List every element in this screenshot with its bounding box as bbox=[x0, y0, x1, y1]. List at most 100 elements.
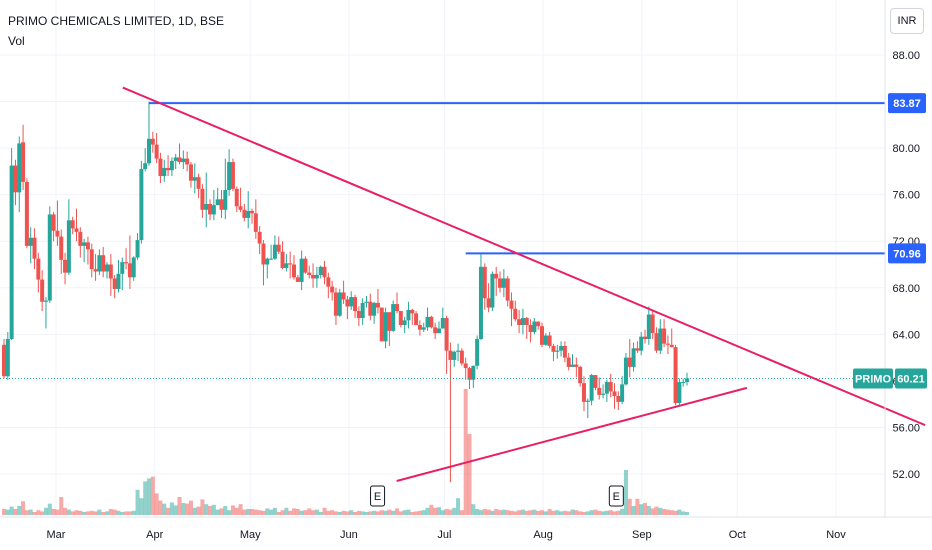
candle bbox=[490, 271, 495, 312]
candle bbox=[192, 163, 197, 194]
currency-button[interactable]: INR bbox=[890, 8, 924, 34]
candle-body bbox=[105, 264, 110, 272]
candle-body bbox=[543, 335, 548, 345]
y-tick-label: 52.00 bbox=[892, 469, 920, 481]
candle-body bbox=[215, 199, 220, 206]
trendline bbox=[396, 386, 748, 482]
x-tick-label: Oct bbox=[729, 529, 746, 541]
candle-body bbox=[471, 365, 476, 380]
volume-bar bbox=[330, 510, 335, 515]
current-price-text: 60.21 bbox=[897, 373, 925, 385]
candle-body bbox=[410, 309, 415, 314]
candle-body bbox=[269, 258, 274, 260]
candle bbox=[295, 274, 300, 282]
volume-bar bbox=[509, 510, 514, 515]
candle bbox=[55, 200, 60, 246]
volume-bar bbox=[166, 507, 171, 515]
volume-bar bbox=[360, 511, 365, 515]
candle bbox=[498, 271, 503, 293]
y-tick-label: 56.00 bbox=[892, 422, 920, 434]
candle-body bbox=[459, 350, 464, 364]
candle-body bbox=[581, 383, 586, 402]
candle bbox=[601, 384, 606, 399]
candle bbox=[616, 391, 621, 410]
candle-body bbox=[238, 206, 243, 210]
candle-body bbox=[387, 312, 392, 331]
volume-bar bbox=[669, 510, 674, 515]
candle bbox=[417, 320, 422, 336]
candle bbox=[574, 357, 579, 378]
volume-bar bbox=[551, 510, 556, 515]
candle bbox=[540, 322, 545, 348]
candle-body bbox=[303, 258, 308, 273]
candle bbox=[421, 322, 426, 333]
candle-body bbox=[307, 272, 312, 275]
candle bbox=[188, 162, 193, 188]
candle bbox=[146, 101, 151, 166]
volume-bar bbox=[269, 509, 274, 515]
candle-body bbox=[623, 357, 628, 385]
candle-body bbox=[574, 364, 579, 367]
candle-body bbox=[291, 264, 296, 278]
candle-body bbox=[551, 345, 556, 352]
volume-bar bbox=[120, 512, 125, 515]
candle-body bbox=[353, 297, 358, 312]
volume-bar bbox=[353, 512, 358, 515]
candle bbox=[250, 208, 255, 224]
candle bbox=[505, 276, 510, 307]
candle-body bbox=[276, 244, 281, 252]
candle bbox=[551, 343, 556, 362]
earnings-marker-label: E bbox=[613, 491, 620, 503]
volume-bar bbox=[673, 510, 678, 515]
volume-bar bbox=[112, 509, 117, 515]
volume-bar bbox=[9, 506, 14, 515]
candle-body bbox=[70, 220, 75, 229]
candle bbox=[372, 301, 377, 324]
earnings-marker: E bbox=[370, 485, 386, 507]
candle-body bbox=[135, 240, 140, 258]
volume-bar bbox=[650, 508, 655, 515]
volume-bar bbox=[467, 434, 472, 515]
volume-bar bbox=[406, 509, 411, 515]
candle-body bbox=[59, 236, 64, 260]
candle bbox=[116, 259, 121, 293]
candle-body bbox=[230, 162, 235, 189]
candle bbox=[513, 300, 518, 322]
candle bbox=[620, 376, 625, 405]
volume-bar bbox=[150, 476, 155, 515]
candle-body bbox=[429, 316, 434, 328]
candle bbox=[66, 199, 71, 275]
volume-bar bbox=[391, 510, 396, 515]
volume-bar bbox=[261, 510, 266, 515]
candle bbox=[337, 288, 342, 317]
candle bbox=[547, 332, 552, 349]
volume-bar bbox=[280, 510, 285, 515]
earnings-marker: E bbox=[608, 485, 624, 507]
volume-bar bbox=[364, 512, 369, 515]
candle bbox=[307, 265, 312, 279]
candle-body bbox=[234, 188, 239, 207]
chart-title: PRIMO CHEMICALS LIMITED, 1D, BSE bbox=[8, 14, 225, 28]
volume-bar bbox=[139, 498, 144, 515]
candle-body bbox=[501, 278, 506, 288]
candle-body bbox=[288, 263, 293, 265]
candle bbox=[108, 254, 113, 296]
candle bbox=[669, 328, 674, 348]
volume-bar bbox=[665, 509, 670, 515]
candle bbox=[356, 306, 361, 327]
candle-body bbox=[524, 318, 529, 326]
candle-body bbox=[578, 366, 583, 384]
candle bbox=[436, 321, 441, 334]
volume-bar bbox=[173, 505, 178, 515]
candle bbox=[36, 252, 41, 293]
candle bbox=[524, 316, 529, 339]
candle bbox=[24, 178, 29, 249]
candle-body bbox=[486, 298, 491, 308]
x-tick-label: Nov bbox=[826, 529, 846, 541]
volume-bar bbox=[101, 512, 106, 515]
candle-body bbox=[425, 316, 430, 328]
volume-bar bbox=[82, 512, 87, 515]
volume-bar bbox=[311, 510, 316, 515]
candle bbox=[471, 365, 476, 388]
